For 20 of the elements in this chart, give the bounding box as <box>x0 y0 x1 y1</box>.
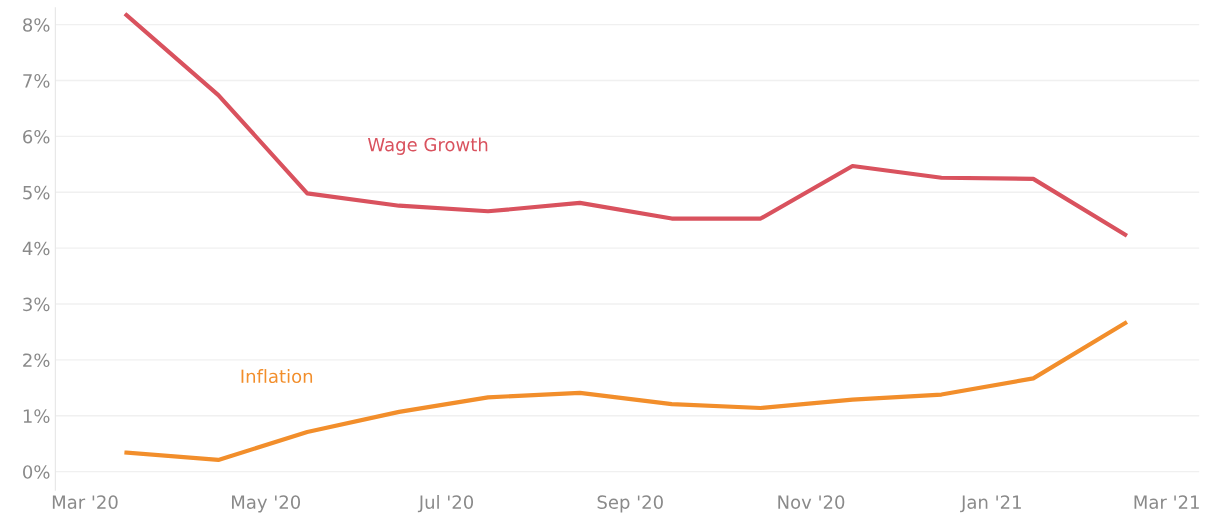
x-tick-label: Mar '21 <box>1134 495 1199 509</box>
x-tick-label: May '20 <box>232 495 301 513</box>
y-tick-label: 5% <box>23 185 50 200</box>
y-tick-label: 7% <box>23 74 50 88</box>
text: Inflation <box>241 369 313 384</box>
x-tick-label: Jul '20 <box>417 494 474 513</box>
x-tick-label: Nov '20 <box>778 495 845 509</box>
x-tick-label: Jan '21 <box>960 495 1021 513</box>
line-series <box>124 13 1128 237</box>
y-tick-label: 2% <box>23 353 50 368</box>
y-tick-label: 6% <box>23 129 50 144</box>
y-tick-label: 8% <box>23 18 50 32</box>
y-tick-label: 3% <box>23 297 50 312</box>
y-tick-label: 1% <box>23 409 50 423</box>
x-tick-label: Mar '20 <box>52 495 118 509</box>
line-series <box>124 320 1128 463</box>
y-tick-label: 0% <box>23 465 50 479</box>
text: Wage Growth <box>367 137 488 155</box>
x-tick-label: Sep '20 <box>597 495 663 513</box>
y-tick-label: 4% <box>22 241 50 256</box>
